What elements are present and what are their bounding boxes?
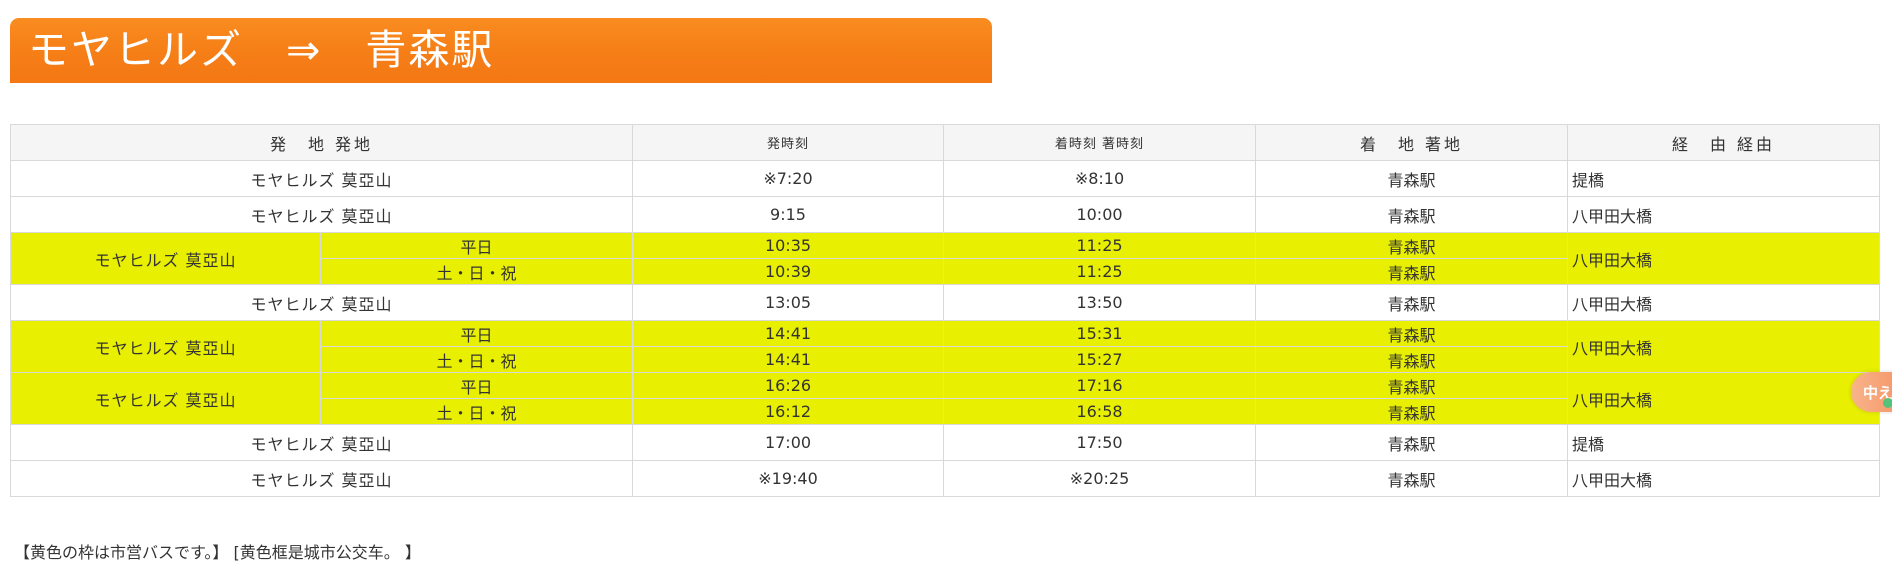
table-row: モヤヒルズ 莫亞山 17:00 17:50 青森駅 提橋: [10, 424, 1880, 461]
table-header-row: 発 地 発地 発時刻 着時刻 著時刻 着 地 著地 経 由 経由: [10, 124, 1880, 161]
origin-cell: モヤヒルズ 莫亞山: [10, 372, 321, 425]
depart-cell: 17:00: [632, 424, 944, 461]
arrive-cell: ※20:25: [943, 460, 1256, 497]
origin-cell: モヤヒルズ 莫亞山: [10, 196, 633, 233]
day-type-cell: 土・日・祝: [320, 346, 633, 373]
depart-cell: 14:41: [632, 346, 944, 373]
dest-cell: 青森駅: [1255, 398, 1568, 425]
dest-cell: 青森駅: [1255, 460, 1568, 497]
arrive-cell: 11:25: [943, 258, 1256, 285]
day-type-cell: 平日: [320, 232, 633, 259]
dest-cell: 青森駅: [1255, 160, 1568, 197]
depart-cell: 14:41: [632, 320, 944, 347]
table-row: モヤヒルズ 莫亞山 13:05 13:50 青森駅 八甲田大橋: [10, 284, 1880, 321]
header-depart: 発時刻: [632, 124, 944, 161]
timetable: 発 地 発地 発時刻 着時刻 著時刻 着 地 著地 経 由 経由 モヤヒルズ 莫…: [10, 124, 1880, 497]
arrive-cell: 13:50: [943, 284, 1256, 321]
day-type-cell: 土・日・祝: [320, 258, 633, 285]
route-cell: 八甲田大橋: [1567, 284, 1880, 321]
table-row-highlighted: モヤヒルズ 莫亞山 平日 16:26 17:16 青森駅 八甲田大橋: [10, 372, 1880, 425]
origin-cell: モヤヒルズ 莫亞山: [10, 284, 633, 321]
dest-cell: 青森駅: [1255, 196, 1568, 233]
arrive-cell: ※8:10: [943, 160, 1256, 197]
depart-cell: ※7:20: [632, 160, 944, 197]
dest-cell: 青森駅: [1255, 320, 1568, 347]
translate-widget-button[interactable]: 中え: [1851, 372, 1892, 412]
arrive-cell: 17:50: [943, 424, 1256, 461]
route-cell: 八甲田大橋: [1567, 196, 1880, 233]
depart-cell: ※19:40: [632, 460, 944, 497]
check-icon: [1883, 398, 1892, 408]
title-banner: モヤヒルズ ⇒ 青森駅: [10, 18, 992, 83]
dest-cell: 青森駅: [1255, 258, 1568, 285]
arrive-cell: 15:27: [943, 346, 1256, 373]
header-dest: 着 地 著地: [1255, 124, 1568, 161]
origin-cell: モヤヒルズ 莫亞山: [10, 460, 633, 497]
page-title: モヤヒルズ ⇒ 青森駅: [28, 26, 495, 74]
arrive-cell: 10:00: [943, 196, 1256, 233]
header-route: 経 由 経由: [1567, 124, 1880, 161]
day-type-cell: 平日: [320, 372, 633, 399]
dest-cell: 青森駅: [1255, 284, 1568, 321]
day-type-cell: 土・日・祝: [320, 398, 633, 425]
arrive-cell: 11:25: [943, 232, 1256, 259]
depart-cell: 13:05: [632, 284, 944, 321]
dest-cell: 青森駅: [1255, 346, 1568, 373]
dest-cell: 青森駅: [1255, 424, 1568, 461]
arrive-cell: 15:31: [943, 320, 1256, 347]
origin-cell: モヤヒルズ 莫亞山: [10, 320, 321, 373]
table-row-highlighted: 土・日・祝 10:39 11:25 青森駅: [11, 258, 1880, 285]
route-cell: 提橋: [1567, 160, 1880, 197]
dest-cell: 青森駅: [1255, 232, 1568, 259]
origin-cell: モヤヒルズ 莫亞山: [10, 160, 633, 197]
table-row: モヤヒルズ 莫亞山 9:15 10:00 青森駅 八甲田大橋: [10, 196, 1880, 233]
origin-cell: モヤヒルズ 莫亞山: [10, 424, 633, 461]
arrive-cell: 16:58: [943, 398, 1256, 425]
route-cell: 八甲田大橋: [1567, 232, 1880, 285]
depart-cell: 10:35: [632, 232, 944, 259]
footnote: 【黄色の枠は市営バスです。】 [黄色框是城市公交车。 】: [14, 543, 421, 562]
translate-icon: 中え: [1863, 383, 1892, 402]
table-row-highlighted: モヤヒルズ 莫亞山 平日 10:35 11:25 青森駅 八甲田大橋: [10, 232, 1880, 285]
depart-cell: 16:12: [632, 398, 944, 425]
table-row: モヤヒルズ 莫亞山 ※7:20 ※8:10 青森駅 提橋: [10, 160, 1880, 197]
arrive-cell: 17:16: [943, 372, 1256, 399]
origin-cell: モヤヒルズ 莫亞山: [10, 232, 321, 285]
header-arrive: 着時刻 著時刻: [943, 124, 1256, 161]
route-cell: 八甲田大橋: [1567, 320, 1880, 373]
route-cell: 八甲田大橋: [1567, 372, 1880, 425]
day-type-cell: 平日: [320, 320, 633, 347]
table-row: モヤヒルズ 莫亞山 ※19:40 ※20:25 青森駅 八甲田大橋: [10, 460, 1880, 497]
table-row-highlighted: 土・日・祝 16:12 16:58 青森駅: [11, 398, 1880, 425]
route-cell: 八甲田大橋: [1567, 460, 1880, 497]
dest-cell: 青森駅: [1255, 372, 1568, 399]
header-origin: 発 地 発地: [10, 124, 633, 161]
depart-cell: 10:39: [632, 258, 944, 285]
table-row-highlighted: 土・日・祝 14:41 15:27 青森駅: [11, 346, 1880, 373]
depart-cell: 9:15: [632, 196, 944, 233]
table-row-highlighted: モヤヒルズ 莫亞山 平日 14:41 15:31 青森駅 八甲田大橋: [10, 320, 1880, 373]
route-cell: 提橋: [1567, 424, 1880, 461]
depart-cell: 16:26: [632, 372, 944, 399]
